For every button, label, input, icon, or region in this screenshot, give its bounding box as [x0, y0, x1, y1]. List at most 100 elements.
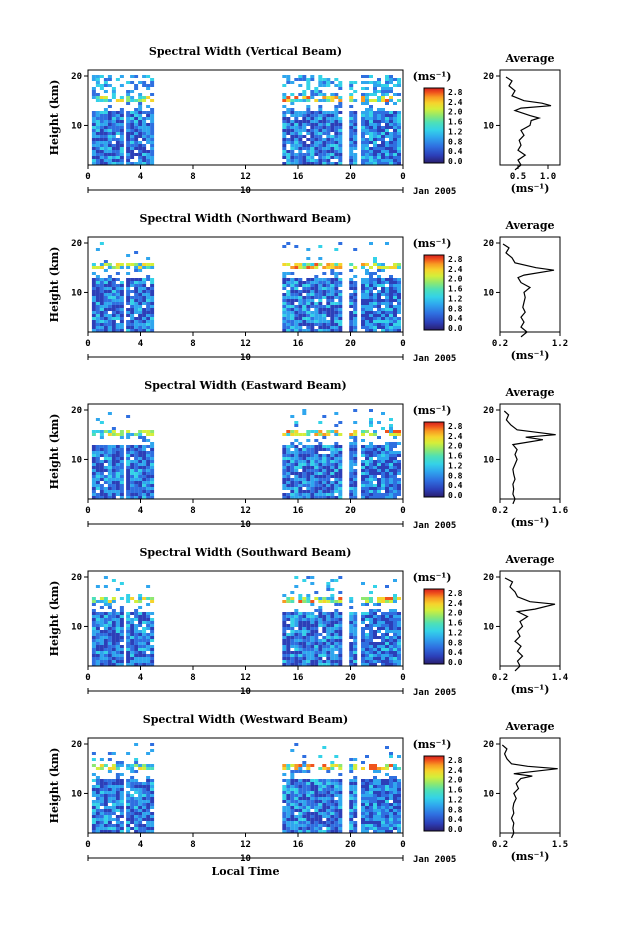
- heatmap-cell: [389, 290, 393, 293]
- heatmap-cell: [314, 141, 319, 144]
- heatmap-cell: [330, 266, 335, 269]
- heatmap-cell: [373, 135, 377, 138]
- heatmap-cell: [142, 96, 147, 99]
- heatmap-cell: [361, 466, 365, 469]
- heatmap-cell: [318, 111, 323, 114]
- heatmap-cell: [389, 427, 393, 430]
- heatmap-cell: [134, 600, 139, 603]
- heatmap-cell: [369, 445, 373, 448]
- heatmap-cell: [111, 627, 116, 630]
- heatmap-cell: [146, 803, 151, 806]
- heatmap-cell: [369, 287, 373, 290]
- heatmap-cell: [282, 764, 287, 767]
- heatmap-cell: [361, 144, 365, 147]
- heatmap-cell: [107, 785, 112, 788]
- heatmap-cell: [318, 120, 323, 123]
- heatmap-cell: [146, 469, 151, 472]
- heatmap-cell: [326, 648, 331, 651]
- heatmap-cell: [377, 815, 381, 818]
- heatmap-cell: [310, 651, 315, 654]
- heatmap-cell: [91, 469, 96, 472]
- heatmap-cell: [95, 144, 100, 147]
- heatmap-cell: [361, 81, 365, 84]
- x-tick-label: 0: [85, 840, 90, 850]
- heatmap-cell: [389, 806, 393, 809]
- colorbar: [423, 254, 445, 331]
- heatmap-cell: [349, 660, 354, 663]
- heatmap-cell: [306, 645, 311, 648]
- heatmap-cell: [361, 830, 365, 833]
- heatmap-cell: [334, 317, 339, 320]
- heatmap-cell: [290, 645, 295, 648]
- heatmap-cell: [361, 287, 365, 290]
- heatmap-cell: [377, 311, 381, 314]
- heatmap-cell: [107, 144, 112, 147]
- heatmap-cell: [119, 639, 124, 642]
- heatmap-cell: [286, 159, 291, 162]
- heatmap-cell: [353, 293, 358, 296]
- heatmap-cell: [103, 78, 108, 81]
- heatmap-cell: [298, 266, 303, 269]
- heatmap-cell: [373, 657, 377, 660]
- heatmap-cell: [338, 779, 343, 782]
- heatmap-cell: [326, 78, 331, 81]
- heatmap-cell: [385, 293, 389, 296]
- heatmap-cell: [107, 99, 112, 102]
- heatmap-cell: [290, 791, 295, 794]
- heatmap-cell: [103, 153, 108, 156]
- heatmap-cell: [338, 791, 343, 794]
- heatmap-cell: [146, 603, 151, 606]
- heatmap-cell: [373, 141, 377, 144]
- heatmap-cell: [314, 645, 319, 648]
- heatmap-cell: [294, 478, 299, 481]
- heatmap-cell: [338, 162, 343, 165]
- heatmap-cell: [130, 329, 135, 332]
- heatmap-cell: [314, 290, 319, 293]
- heatmap-cell: [330, 785, 335, 788]
- heatmap-cell: [115, 821, 120, 824]
- heatmap-cell: [138, 111, 143, 114]
- heatmap-cell: [115, 159, 120, 162]
- heatmap-cell: [326, 624, 331, 627]
- heatmap-cell: [115, 469, 120, 472]
- heatmap-cell: [381, 454, 385, 457]
- heatmap-cell: [365, 93, 369, 96]
- heatmap-cell: [290, 326, 295, 329]
- heatmap-cell: [330, 81, 335, 84]
- heatmap-cell: [298, 496, 303, 499]
- heatmap-cell: [373, 81, 377, 84]
- heatmap-cell: [349, 454, 354, 457]
- heatmap-cell: [393, 612, 397, 615]
- heatmap-cell: [338, 490, 343, 493]
- heatmap-cell: [298, 296, 303, 299]
- heatmap-cell: [126, 296, 131, 299]
- heatmap-cell: [294, 460, 299, 463]
- heatmap-cell: [393, 290, 397, 293]
- heatmap-cell: [290, 627, 295, 630]
- heatmap-cell: [126, 150, 131, 153]
- heatmap-cell: [130, 770, 135, 773]
- colorbar-unit: (ms⁻¹): [413, 404, 452, 417]
- heatmap-cell: [318, 639, 323, 642]
- heatmap-cell: [306, 624, 311, 627]
- heatmap-cell: [286, 824, 291, 827]
- heatmap-cell: [298, 120, 303, 123]
- heatmap-cell: [393, 451, 397, 454]
- heatmap-cell: [99, 758, 104, 761]
- heatmap-cell: [142, 782, 147, 785]
- heatmap-cell: [294, 308, 299, 311]
- heatmap-cell: [95, 654, 100, 657]
- heatmap-cell: [134, 466, 139, 469]
- heatmap-cell: [322, 436, 327, 439]
- heatmap-cell: [322, 317, 327, 320]
- heatmap-cell: [95, 126, 100, 129]
- heatmap-cell: [138, 472, 143, 475]
- heatmap-cell: [103, 287, 108, 290]
- heatmap-cell: [389, 791, 393, 794]
- heatmap-cell: [302, 824, 307, 827]
- heatmap-cell: [373, 329, 377, 332]
- heatmap-cell: [314, 144, 319, 147]
- heatmap-cell: [330, 263, 335, 266]
- heatmap-cell: [146, 311, 151, 314]
- heatmap-cell: [369, 123, 373, 126]
